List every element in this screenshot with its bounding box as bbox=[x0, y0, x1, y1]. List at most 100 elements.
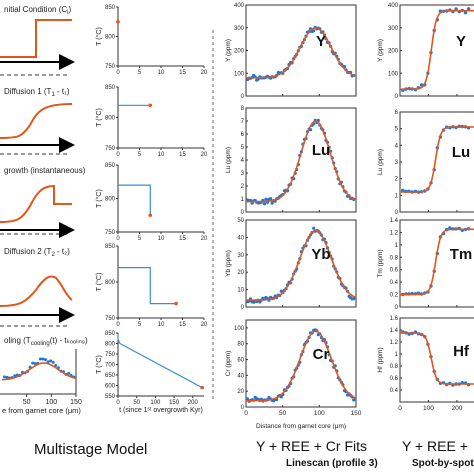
spot-y-tick-label: 1 bbox=[395, 193, 399, 199]
linescan-y-tick-label: 8 bbox=[241, 106, 245, 112]
linescan-point bbox=[262, 202, 266, 206]
tt-history-line bbox=[117, 334, 203, 389]
spot-x-tick-label: 0 bbox=[398, 405, 402, 412]
stage-label-sub: cooling bbox=[31, 341, 50, 347]
linescan-y-tick-label: 2 bbox=[241, 184, 245, 190]
spot-point bbox=[454, 7, 458, 11]
tt-x-tick-label: 15 bbox=[179, 322, 186, 328]
tt-y-tick-label: 850 bbox=[105, 163, 116, 169]
tt-y-tick-label: 800 bbox=[105, 197, 116, 203]
spot-y-label: Hf (ppm) bbox=[377, 347, 384, 372]
tt-x-label: t (since 1ˢᵗ overgrowth Kyr) bbox=[119, 407, 203, 414]
linescan-x-tick-label: 0 bbox=[244, 410, 248, 417]
stage-label: oling (Tcooling(t) - tₖₒₒₗᵢₙ₉) bbox=[4, 336, 88, 347]
stage-label-tail: - t₂) bbox=[55, 247, 70, 256]
stage-label-main: nitial Condition (C bbox=[4, 5, 67, 14]
spot-fit-line bbox=[400, 126, 474, 193]
tt-current-point bbox=[148, 103, 153, 108]
tt-y-tick-label: 800 bbox=[105, 116, 116, 122]
cooling-point bbox=[44, 358, 48, 362]
tt-x-tick-label: 15 bbox=[179, 236, 186, 242]
tt-y-tick-label: 750 bbox=[105, 316, 116, 322]
cooling-point bbox=[31, 361, 35, 365]
spot-element-label: Hf bbox=[453, 343, 470, 360]
tt-x-tick-label: 50 bbox=[133, 400, 140, 406]
linescan-element-label: Yb bbox=[311, 246, 330, 263]
tt-y-tick-label: 850 bbox=[105, 331, 116, 337]
linescan-y-tick-label: 40 bbox=[237, 373, 244, 379]
spot-y-tick-label: 0.6 bbox=[390, 376, 399, 382]
linescan-y-tick-label: 7 bbox=[241, 119, 245, 125]
linescan-point bbox=[352, 297, 356, 301]
stage-label-sub: i bbox=[67, 10, 68, 16]
stage-label: Diffusion 1 (T1 - t₁) bbox=[4, 87, 70, 98]
cooling-point bbox=[5, 375, 9, 379]
multistage-model-title: Multistage Model bbox=[34, 441, 148, 458]
spot-x-tick-label: 200 bbox=[451, 405, 462, 412]
tt-x-tick-label: 5 bbox=[138, 322, 142, 328]
tt-y-label: T (°C) bbox=[95, 355, 103, 374]
linescan-y-tick-label: 0 bbox=[241, 405, 245, 411]
cooling-point bbox=[67, 371, 71, 375]
spot-point bbox=[401, 188, 405, 192]
initial-profile-line bbox=[0, 19, 72, 58]
cooling-point bbox=[49, 359, 53, 363]
linescan-point bbox=[264, 197, 268, 201]
spot-point bbox=[463, 10, 468, 15]
cooling-point bbox=[54, 363, 58, 367]
tt-x-tick-label: 5 bbox=[138, 236, 142, 242]
linescan-element-label: Lu bbox=[312, 142, 330, 159]
linescan-y-tick-label: 0 bbox=[241, 305, 245, 311]
stage-label: nitial Condition (Ci) bbox=[4, 5, 71, 16]
stage-label-tail: ) bbox=[68, 5, 71, 14]
tt-x-tick-label: 0 bbox=[116, 400, 120, 406]
spot-frame bbox=[399, 317, 474, 403]
spot-y-tick-label: 100 bbox=[388, 71, 399, 77]
spot-title: Y + REE + bbox=[402, 438, 468, 454]
spot-y-tick-label: 1.2 bbox=[390, 340, 399, 346]
tt-current-point bbox=[148, 213, 153, 218]
spot-point bbox=[466, 7, 471, 11]
spot-y-tick-label: 1.4 bbox=[390, 328, 399, 334]
linescan-y-tick-label: 400 bbox=[234, 3, 245, 9]
spot-y-label: Lu (ppm) bbox=[377, 149, 384, 175]
spot-y-tick-label: 300 bbox=[388, 26, 399, 32]
linescan-frame bbox=[245, 107, 357, 213]
linescan-y-tick-label: 0 bbox=[241, 210, 245, 216]
tt-x-tick-label: 10 bbox=[158, 322, 165, 328]
cooling-x-tick-label: 150 bbox=[70, 399, 82, 406]
linescan-y-tick-label: 50 bbox=[237, 218, 244, 224]
spot-y-tick-label: 0.2 bbox=[390, 293, 399, 299]
spot-x-tick-label: 100 bbox=[423, 405, 434, 412]
tt-y-tick-label: 700 bbox=[105, 363, 116, 369]
stage-label-main: growth (instantaneous) bbox=[4, 166, 86, 175]
tt-current-point bbox=[200, 385, 204, 390]
spot-element-label: Tm bbox=[450, 246, 473, 263]
spot-y-tick-label: 6 bbox=[395, 110, 399, 116]
stage-label-main: oling (T bbox=[4, 336, 31, 345]
linescan-subtitle: Linescan (profile 3) bbox=[286, 458, 378, 469]
spot-y-tick-label: 0.6 bbox=[390, 268, 399, 274]
tt-history-line bbox=[118, 184, 151, 216]
spot-y-tick-label: 2 bbox=[395, 177, 399, 183]
linescan-fit-line bbox=[246, 26, 357, 79]
spot-y-tick-label: 1.4 bbox=[390, 218, 399, 224]
spot-fit-line bbox=[400, 9, 474, 90]
spot-subtitle: Spot-by-spot ( bbox=[412, 458, 474, 469]
stage-label-sub: 1 bbox=[51, 92, 55, 98]
linescan-frame bbox=[245, 319, 357, 408]
linescan-y-label: Cr (ppm) bbox=[225, 351, 232, 377]
spot-y-tick-label: 1.2 bbox=[390, 230, 399, 236]
spot-y-tick-label: 1 bbox=[395, 243, 399, 249]
diffusion1-profile-line bbox=[0, 103, 73, 139]
linescan-x-tick-label: 150 bbox=[351, 410, 362, 417]
spot-y-label: Tm (ppm) bbox=[377, 249, 384, 277]
linescan-y-tick-label: 80 bbox=[237, 342, 244, 348]
spot-y-tick-label: 0.8 bbox=[390, 364, 399, 370]
tt-x-tick-label: 200 bbox=[188, 400, 199, 406]
tt-x-tick-label: 5 bbox=[138, 70, 142, 76]
linescan-frame bbox=[245, 219, 357, 308]
spot-y-tick-label: 5 bbox=[395, 127, 399, 133]
